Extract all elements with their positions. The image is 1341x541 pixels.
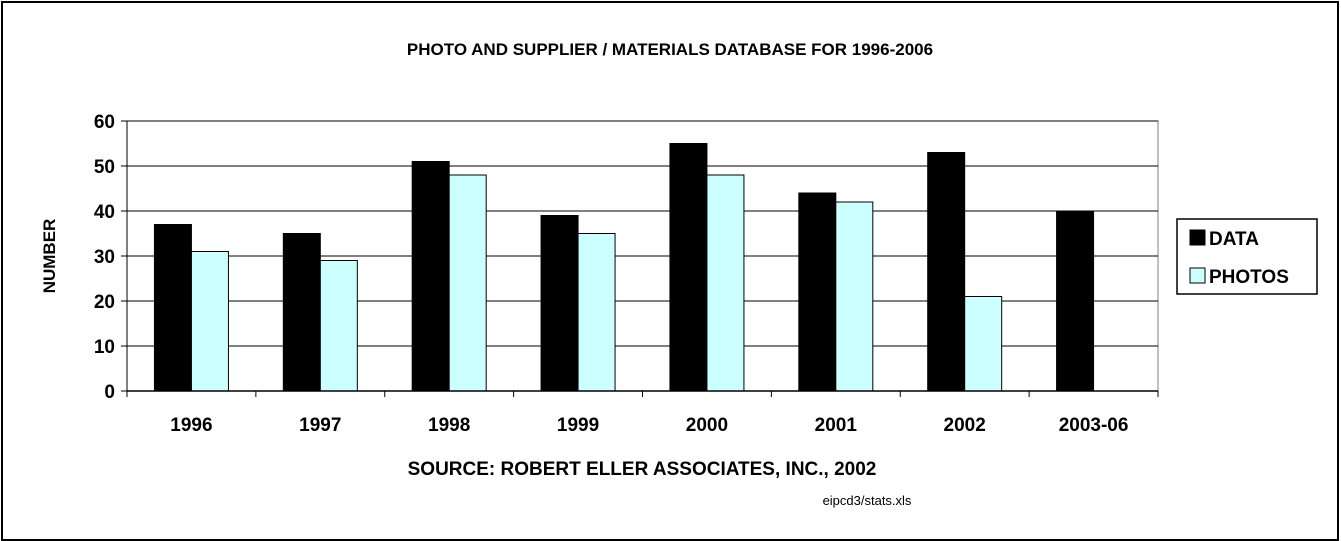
bar-photos	[319, 260, 358, 392]
axes: 0 10 20 30 40 50 60 1996 1997 1998 1999 2000 2001 200…	[94, 112, 1159, 436]
gridlines	[126, 120, 1159, 392]
x-tick-label: 1996	[170, 415, 212, 436]
legend-label-data: DATA	[1209, 229, 1259, 250]
legend-swatch-photos	[1189, 267, 1206, 284]
y-tick-label: 60	[94, 112, 115, 133]
x-tick-label: 2000	[686, 415, 728, 436]
x-axis-label: SOURCE: ROBERT ELLER ASSOCIATES, INC., 2…	[408, 459, 877, 480]
bar-photos	[577, 233, 616, 392]
x-tick-label: 1999	[557, 415, 599, 436]
bar-data	[411, 161, 450, 392]
y-tick-label: 10	[94, 337, 115, 358]
chart-title: PHOTO AND SUPPLIER / MATERIALS DATABASE …	[407, 40, 933, 59]
x-tick-label: 1998	[428, 415, 470, 436]
x-tick-label: 1997	[299, 415, 341, 436]
y-tick-label: 30	[94, 247, 115, 268]
bar-data	[927, 152, 966, 392]
y-tick-label: 40	[94, 202, 115, 223]
legend-swatch-data	[1189, 229, 1206, 246]
x-tick-label: 2003-06	[1059, 415, 1129, 436]
bar-photos	[964, 296, 1003, 392]
bar-data	[798, 192, 837, 392]
legend: DATA PHOTOS	[1176, 218, 1318, 295]
y-tick-label: 20	[94, 292, 115, 313]
bar-data	[153, 224, 192, 392]
bar-data	[669, 143, 708, 392]
bar-data	[1056, 210, 1095, 392]
source-file-note: eipcd3/stats.xls	[823, 493, 912, 508]
bar-data	[282, 233, 321, 392]
y-axis-label: NUMBER	[40, 219, 59, 294]
y-tick-label: 0	[104, 382, 115, 403]
x-tick-label: 2002	[944, 415, 986, 436]
bar-photos	[706, 174, 745, 392]
bar-photos	[190, 251, 229, 392]
x-tick-label: 2001	[815, 415, 858, 436]
bar-photos	[835, 201, 874, 392]
bar-photos	[448, 174, 487, 392]
y-tick-label: 50	[94, 157, 115, 178]
bars	[153, 143, 1095, 392]
bar-data	[540, 215, 579, 392]
legend-label-photos: PHOTOS	[1209, 267, 1289, 288]
